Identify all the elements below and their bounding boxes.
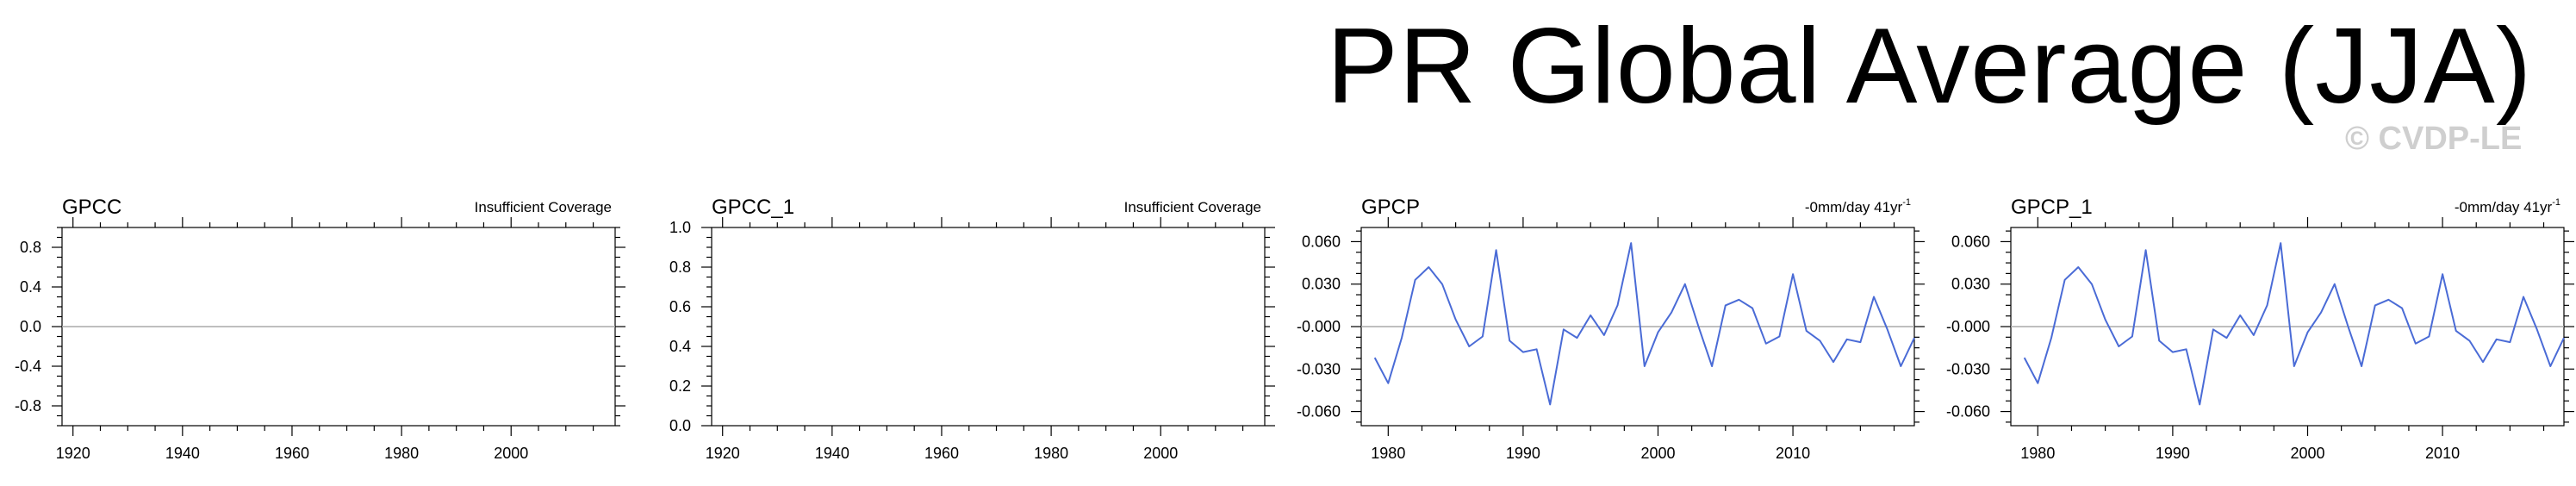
y-tick-label: 0.060 xyxy=(1951,233,1990,250)
panel-note-superscript: -1 xyxy=(2552,197,2560,208)
x-tick-label: 1990 xyxy=(1506,445,1540,462)
x-tick-label: 1980 xyxy=(2020,445,2055,462)
y-tick-label: 0.0 xyxy=(20,318,41,335)
y-tick-label: 0.0 xyxy=(669,417,691,434)
plot-frame xyxy=(711,227,1266,427)
y-tick-label: -0.4 xyxy=(15,358,41,375)
series-line xyxy=(1373,242,1915,406)
y-tick-label: 0.060 xyxy=(1302,233,1341,250)
y-tick-label: 0.6 xyxy=(669,298,691,315)
panel-note-text: Insufficient Coverage xyxy=(475,199,612,215)
series-line xyxy=(2023,242,2565,406)
chart-panel-2: GPCC_1 Insufficient Coverage 1920 1940 1960 1… xyxy=(669,196,1275,462)
x-tick-label: 1960 xyxy=(924,445,959,462)
y-tick-label: 0.030 xyxy=(1951,276,1990,293)
x-tick-label: 2000 xyxy=(1640,445,1675,462)
panel-note-text: -0mm/day 41yr xyxy=(2455,199,2553,215)
x-tick-label: 2000 xyxy=(2290,445,2324,462)
x-tick-label: 1940 xyxy=(165,445,200,462)
x-tick-label: 1980 xyxy=(384,445,419,462)
x-tick-label: 1960 xyxy=(275,445,309,462)
y-tick-label: 0.4 xyxy=(669,338,691,355)
panel-note-text: -0mm/day 41yr xyxy=(1805,199,1903,215)
page-title: PR Global Average (JJA) xyxy=(1327,7,2533,126)
y-tick-label: 0.8 xyxy=(20,239,41,256)
x-tick-label: 1990 xyxy=(2156,445,2190,462)
y-tick-label: -0.000 xyxy=(1946,318,1990,335)
x-tick-label: 1980 xyxy=(1371,445,1405,462)
panel-title: GPCC_1 xyxy=(712,196,794,219)
x-tick-label: 2000 xyxy=(494,445,528,462)
x-tick-label: 2010 xyxy=(2425,445,2460,462)
y-tick-label: -0.030 xyxy=(1297,360,1341,377)
chart-panel-1: GPCC Insufficient Coverage 1920 1940 1960 198… xyxy=(15,196,625,462)
panel-title: GPCC xyxy=(62,196,121,219)
panel-note-text: Insufficient Coverage xyxy=(1124,199,1261,215)
x-tick-label: 2010 xyxy=(1776,445,1810,462)
panel-title: GPCP_1 xyxy=(2011,196,2093,219)
y-tick-label: -0.060 xyxy=(1297,403,1341,421)
y-tick-label: -0.8 xyxy=(15,397,41,414)
panel-title: GPCP xyxy=(1361,196,1420,219)
y-tick-label: 0.4 xyxy=(20,278,41,296)
panel-note: -0mm/day 41yr-1 xyxy=(2455,197,2560,215)
x-tick-label: 1920 xyxy=(706,445,740,462)
x-tick-label: 1980 xyxy=(1034,445,1068,462)
y-tick-label: -0.030 xyxy=(1946,360,1990,377)
panel-note-superscript: -1 xyxy=(1902,197,1911,208)
y-tick-label: -0.000 xyxy=(1297,318,1341,335)
y-tick-label: 0.2 xyxy=(669,377,691,395)
chart-panel-3: GPCP -0mm/day 41yr-1 1980 1990 2000 2010 0.060… xyxy=(1297,196,1925,462)
panel-note: Insufficient Coverage xyxy=(1124,199,1261,215)
y-tick-label: 0.030 xyxy=(1302,276,1341,293)
panel-note: -0mm/day 41yr-1 xyxy=(1805,197,1911,215)
panel-note: Insufficient Coverage xyxy=(475,199,612,215)
y-tick-label: 0.8 xyxy=(669,259,691,276)
y-tick-label: -0.060 xyxy=(1946,403,1990,421)
x-tick-label: 1920 xyxy=(56,445,90,462)
y-tick-label: 1.0 xyxy=(669,219,691,236)
chart-panel-4: GPCP_1 -0mm/day 41yr-1 1980 1990 2000 2010 0.0… xyxy=(1946,196,2574,462)
x-tick-label: 1940 xyxy=(815,445,849,462)
x-tick-label: 2000 xyxy=(1143,445,1178,462)
watermark: © CVDP-LE xyxy=(2345,121,2523,157)
